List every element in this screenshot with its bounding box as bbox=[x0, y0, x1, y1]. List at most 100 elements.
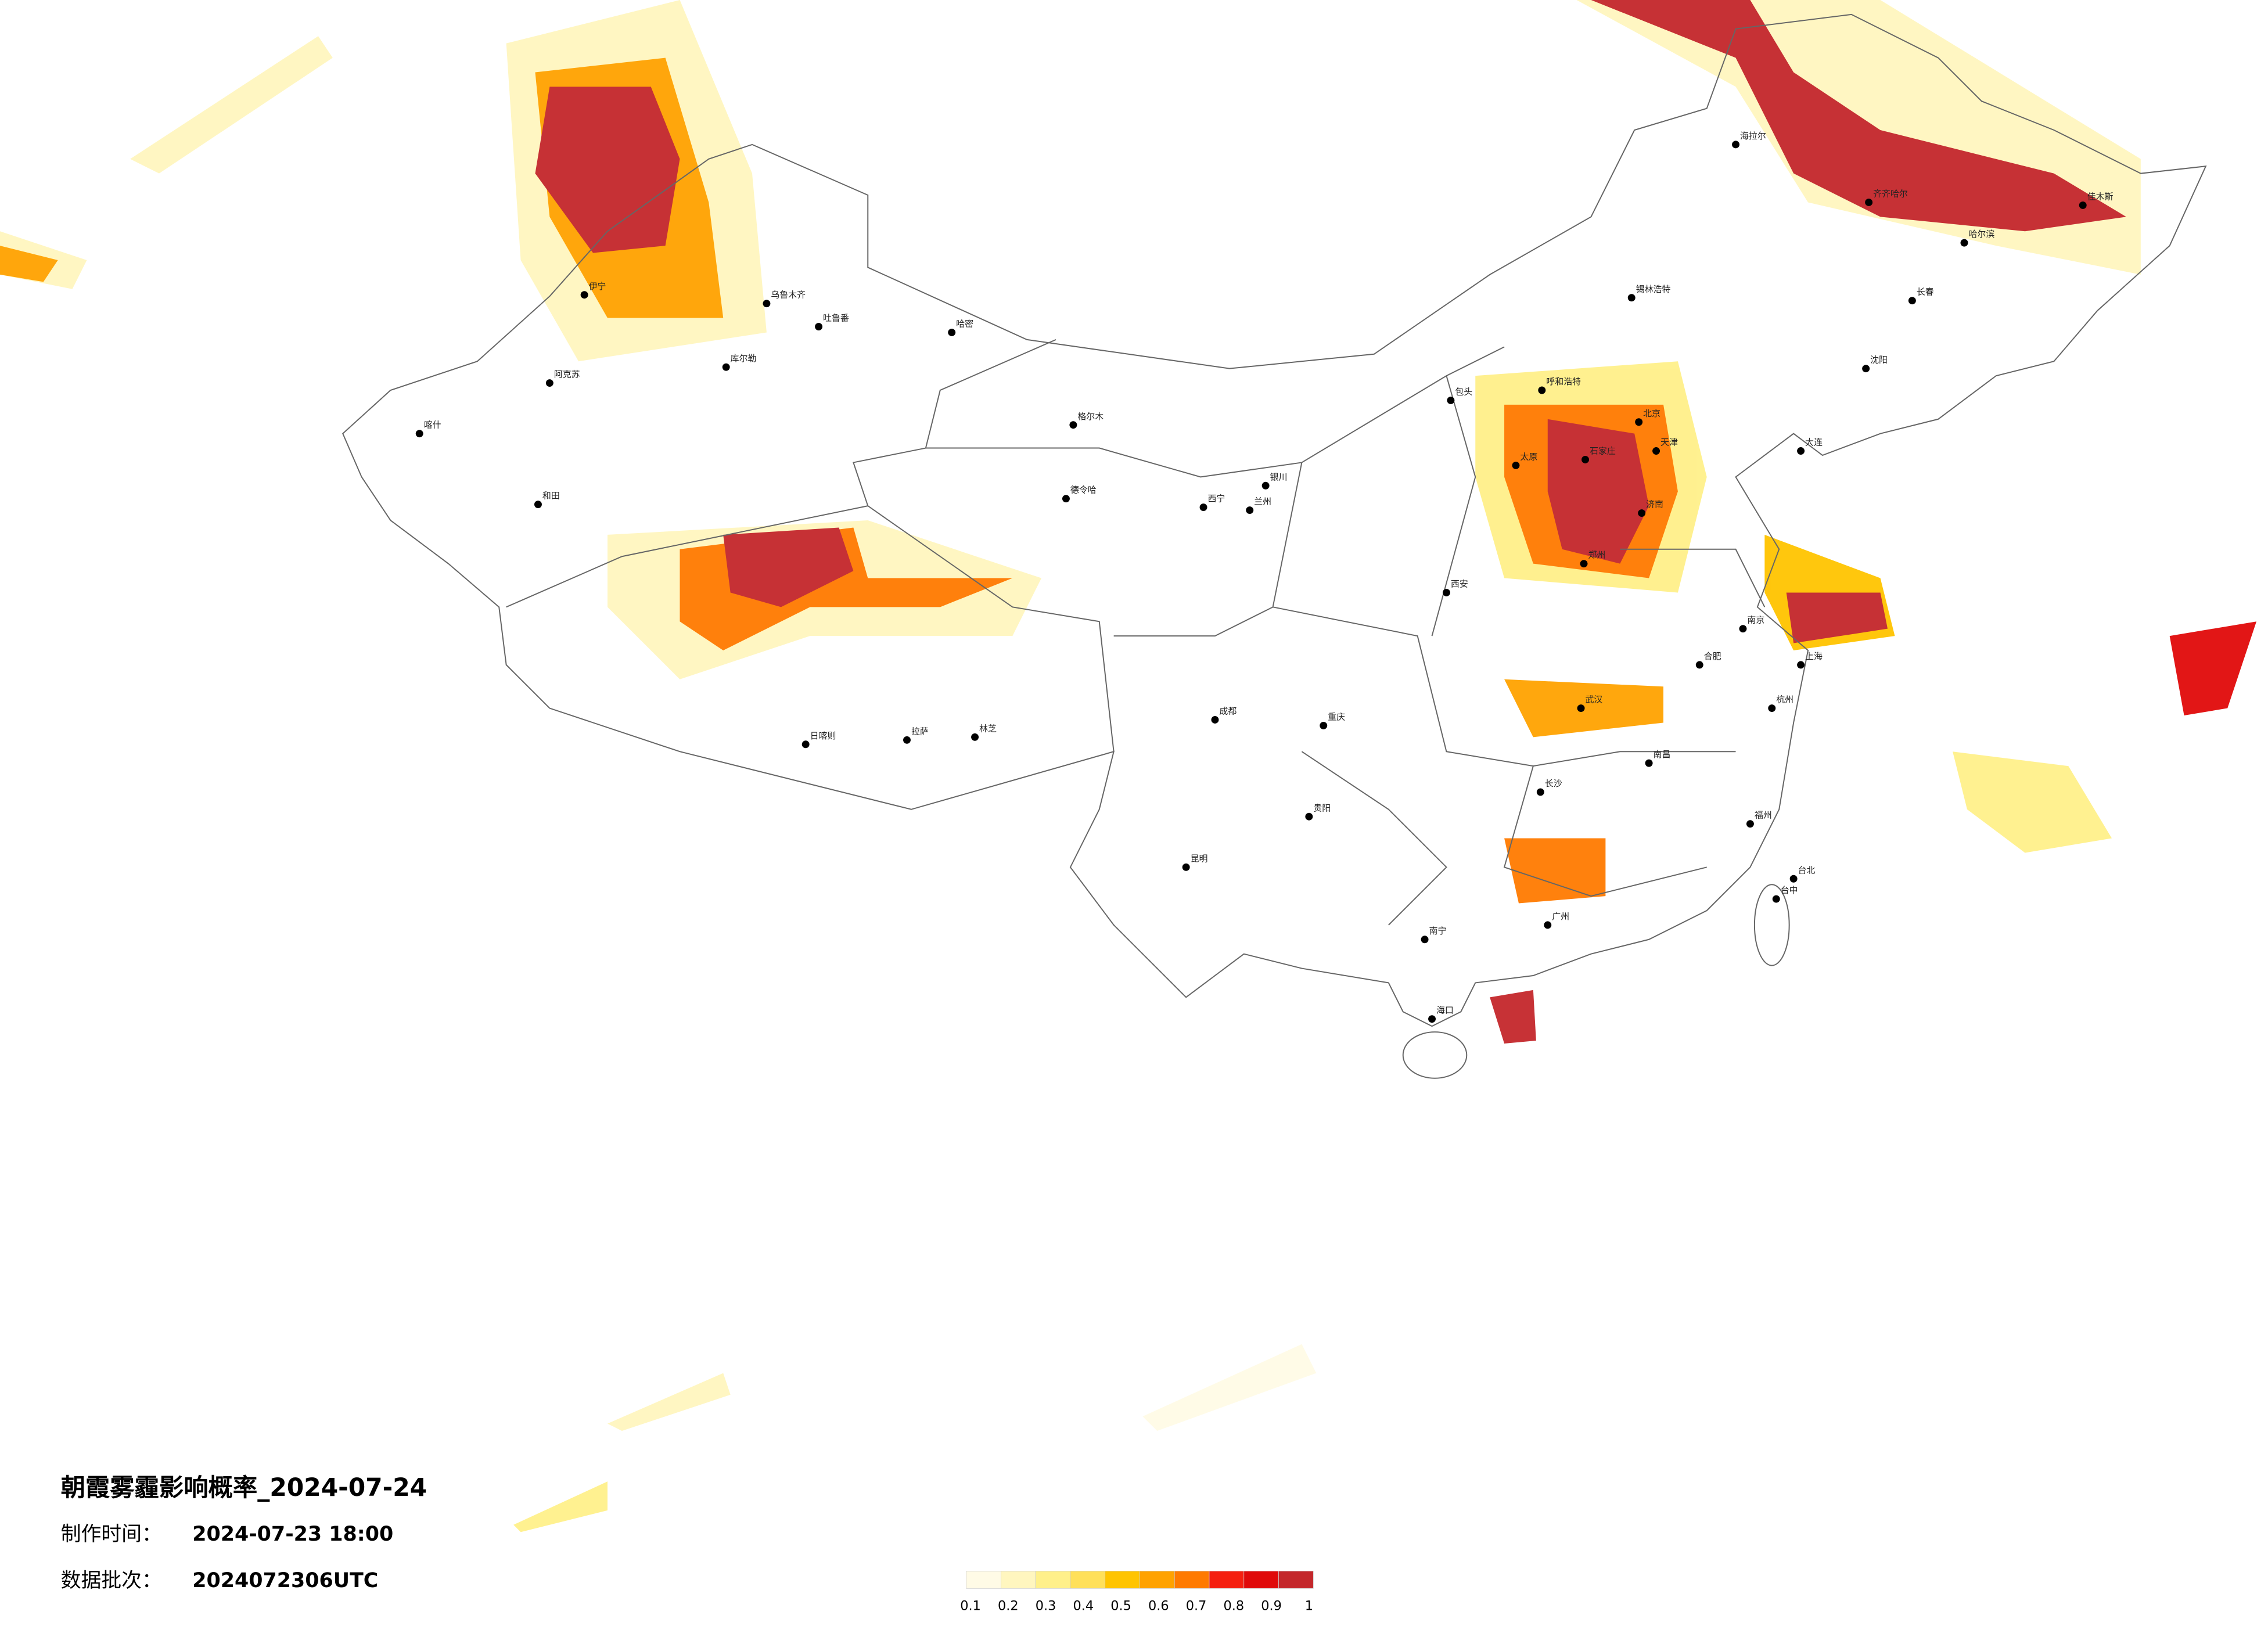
city-dot bbox=[580, 291, 588, 299]
city-dot bbox=[1638, 509, 1646, 517]
city-dot bbox=[1069, 421, 1077, 429]
legend-tick-label: 0.1 bbox=[960, 1599, 981, 1614]
haze-area bbox=[535, 87, 680, 253]
hainan bbox=[1402, 1031, 1468, 1079]
legend-tick-label: 0.6 bbox=[1148, 1599, 1169, 1614]
city-dot bbox=[415, 430, 423, 438]
city-dot bbox=[1062, 495, 1070, 503]
batch-value: 2024072306UTC bbox=[192, 1569, 378, 1592]
haze-area bbox=[1786, 592, 1888, 643]
city-label: 大连 bbox=[1805, 437, 1823, 448]
city-dot bbox=[1862, 365, 1870, 373]
city-dot bbox=[1536, 788, 1544, 796]
city-dot bbox=[1428, 1015, 1436, 1023]
city-label: 哈密 bbox=[956, 318, 973, 329]
city-label: 乌鲁木齐 bbox=[771, 290, 806, 300]
haze-area bbox=[0, 246, 58, 282]
city-label: 上海 bbox=[1805, 651, 1823, 661]
city-label: 北京 bbox=[1643, 408, 1660, 419]
city-dot bbox=[1182, 863, 1190, 871]
city-label: 天津 bbox=[1660, 437, 1678, 448]
haze-area bbox=[2169, 621, 2257, 715]
city-dot bbox=[1421, 936, 1429, 944]
city-dot bbox=[1305, 812, 1313, 821]
city-dot bbox=[1652, 447, 1660, 455]
city-dot bbox=[1544, 921, 1552, 929]
legend-tick-label: 0.7 bbox=[1186, 1599, 1207, 1614]
haze-area bbox=[723, 527, 854, 607]
city-label: 石家庄 bbox=[1590, 446, 1616, 456]
haze-area bbox=[1142, 1344, 1317, 1431]
china-outline bbox=[342, 13, 2207, 1079]
city-dot bbox=[1577, 704, 1585, 713]
city-label: 台中 bbox=[1781, 885, 1798, 895]
city-label: 台北 bbox=[1798, 865, 1816, 875]
city-label: 福州 bbox=[1755, 810, 1772, 821]
city-dot bbox=[1865, 198, 1873, 206]
city-label: 贵阳 bbox=[1313, 803, 1331, 813]
haze-area bbox=[130, 36, 333, 174]
city-dot bbox=[1246, 506, 1254, 515]
legend-tick-label: 0.2 bbox=[998, 1599, 1019, 1614]
city-label: 伊宁 bbox=[589, 281, 606, 292]
city-dot bbox=[1645, 759, 1653, 767]
city-dot bbox=[948, 328, 956, 336]
city-label: 阿克苏 bbox=[554, 369, 580, 380]
legend-swatch bbox=[1278, 1571, 1314, 1589]
city-label: 济南 bbox=[1646, 499, 1663, 510]
legend-swatch bbox=[1209, 1571, 1245, 1589]
city-label: 成都 bbox=[1219, 706, 1237, 717]
city-label: 太原 bbox=[1520, 451, 1537, 462]
city-label: 杭州 bbox=[1776, 695, 1793, 705]
city-dot bbox=[1211, 715, 1219, 724]
legend-swatch bbox=[1035, 1571, 1071, 1589]
city-label: 兰州 bbox=[1254, 497, 1271, 507]
city-label: 库尔勒 bbox=[731, 353, 757, 364]
border bbox=[342, 13, 2207, 1027]
haze-area bbox=[1490, 990, 1536, 1044]
legend-swatch bbox=[1243, 1571, 1279, 1589]
city-label: 锡林浩特 bbox=[1636, 284, 1671, 294]
city-dot bbox=[534, 501, 542, 509]
legend-tick-label: 0.9 bbox=[1261, 1599, 1282, 1614]
haze-area bbox=[607, 1373, 731, 1431]
city-dot bbox=[1797, 447, 1805, 455]
legend-tick-label: 0.3 bbox=[1036, 1599, 1056, 1614]
city-label: 海口 bbox=[1436, 1005, 1454, 1016]
legend: 0.1 0.2 0.3 0.4 0.5 0.6 0.7 0.8 0.9 1 bbox=[960, 1571, 1314, 1614]
batch-label: 数据批次： bbox=[61, 1569, 162, 1592]
city-label: 德令哈 bbox=[1070, 485, 1097, 495]
city-dot bbox=[903, 736, 911, 744]
city-label: 西安 bbox=[1451, 578, 1468, 589]
haze-area bbox=[1504, 838, 1606, 904]
haze-area bbox=[513, 1481, 608, 1533]
city-label: 银川 bbox=[1270, 472, 1288, 482]
city-label: 和田 bbox=[542, 491, 560, 501]
city-dot bbox=[545, 379, 553, 387]
info-block: 朝霞雾霾影响概率_2024-07-24 制作时间： 2024-07-23 18:… bbox=[61, 1473, 427, 1592]
haze-area bbox=[1591, 0, 2126, 232]
city-dot bbox=[1797, 661, 1805, 669]
city-dot bbox=[1732, 141, 1739, 149]
city-label: 广州 bbox=[1552, 911, 1569, 922]
map-title: 朝霞雾霾影响概率_2024-07-24 bbox=[61, 1473, 427, 1502]
city-dot bbox=[1695, 661, 1703, 669]
city-dot bbox=[971, 733, 979, 741]
city-label: 西宁 bbox=[1208, 494, 1225, 504]
city-dot bbox=[1582, 455, 1589, 463]
legend-tick-label: 0.4 bbox=[1073, 1599, 1094, 1614]
legend-swatch bbox=[1140, 1571, 1175, 1589]
city-dot bbox=[1447, 396, 1455, 404]
city-label: 长沙 bbox=[1545, 778, 1562, 789]
city-dot bbox=[1960, 239, 1968, 247]
city-dot bbox=[1908, 297, 1916, 305]
city-dot bbox=[1199, 503, 1207, 512]
city-label: 南京 bbox=[1747, 615, 1764, 625]
taiwan bbox=[1753, 884, 1790, 966]
legend-tick-label: 1 bbox=[1305, 1599, 1313, 1614]
city-label: 喀什 bbox=[424, 420, 441, 430]
haze-field bbox=[0, 0, 2257, 1533]
city-dot bbox=[763, 300, 771, 308]
